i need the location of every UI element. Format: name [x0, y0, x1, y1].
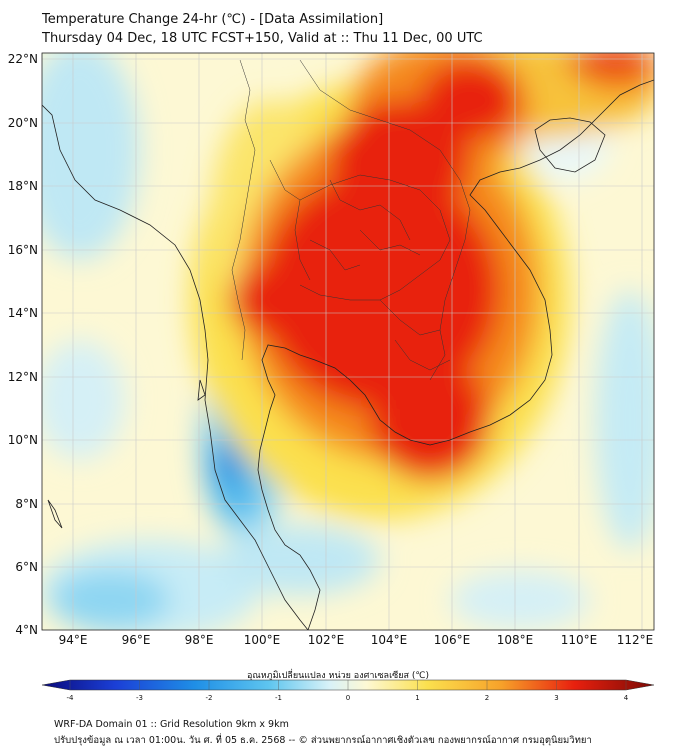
footer-credits: ปรับปรุงข้อมูล ณ เวลา 01:00น. วัน ศ. ที่…	[54, 735, 592, 746]
lat-label: 8°N	[15, 497, 38, 511]
lat-label: 16°N	[7, 243, 38, 257]
colorbar-tick: 4	[623, 694, 629, 702]
colorbar-tick: -4	[66, 694, 74, 702]
lon-label: 96°E	[121, 633, 151, 647]
colorbar-tick: 1	[415, 694, 420, 702]
colorbar-tick: -1	[275, 694, 282, 702]
colorbar-tick: -3	[136, 694, 143, 702]
lon-label: 104°E	[370, 633, 408, 647]
lat-label: 6°N	[15, 560, 38, 574]
map-title: Temperature Change 24-hr (℃) - [Data Ass…	[42, 12, 384, 27]
map-subtitle: Thursday 04 Dec, 18 UTC FCST+150, Valid …	[42, 31, 483, 46]
colorbar-tick: 2	[484, 694, 490, 702]
lon-label: 102°E	[307, 633, 345, 647]
lat-label: 10°N	[7, 433, 38, 447]
colorbar-label: อุณหภูมิเปลี่ยนแปลง หน่วย องศาเซลเซียส (…	[246, 671, 430, 681]
coastlines	[42, 79, 654, 630]
lon-label: 106°E	[433, 633, 471, 647]
lon-label: 112°E	[616, 633, 654, 647]
lon-label: 108°E	[496, 633, 534, 647]
lat-label: 14°N	[7, 306, 38, 320]
footer-model-info: WRF-DA Domain 01 :: Grid Resolution 9km …	[54, 719, 289, 730]
colorbar-tick: 3	[554, 694, 559, 702]
lon-label: 100°E	[243, 633, 281, 647]
colorbar-tick: 0	[345, 694, 351, 702]
lat-label: 12°N	[7, 370, 38, 384]
lon-label: 110°E	[560, 633, 598, 647]
lat-label: 20°N	[7, 116, 38, 130]
lon-label: 94°E	[58, 633, 88, 647]
lat-label: 22°N	[7, 52, 38, 66]
temperature-field	[42, 53, 654, 630]
colorbar-tick: -2	[205, 694, 213, 702]
lat-label: 4°N	[15, 623, 38, 637]
lon-label: 98°E	[184, 633, 214, 647]
lat-label: 18°N	[7, 179, 38, 193]
graticule	[42, 53, 654, 630]
country-borders	[231, 59, 471, 381]
